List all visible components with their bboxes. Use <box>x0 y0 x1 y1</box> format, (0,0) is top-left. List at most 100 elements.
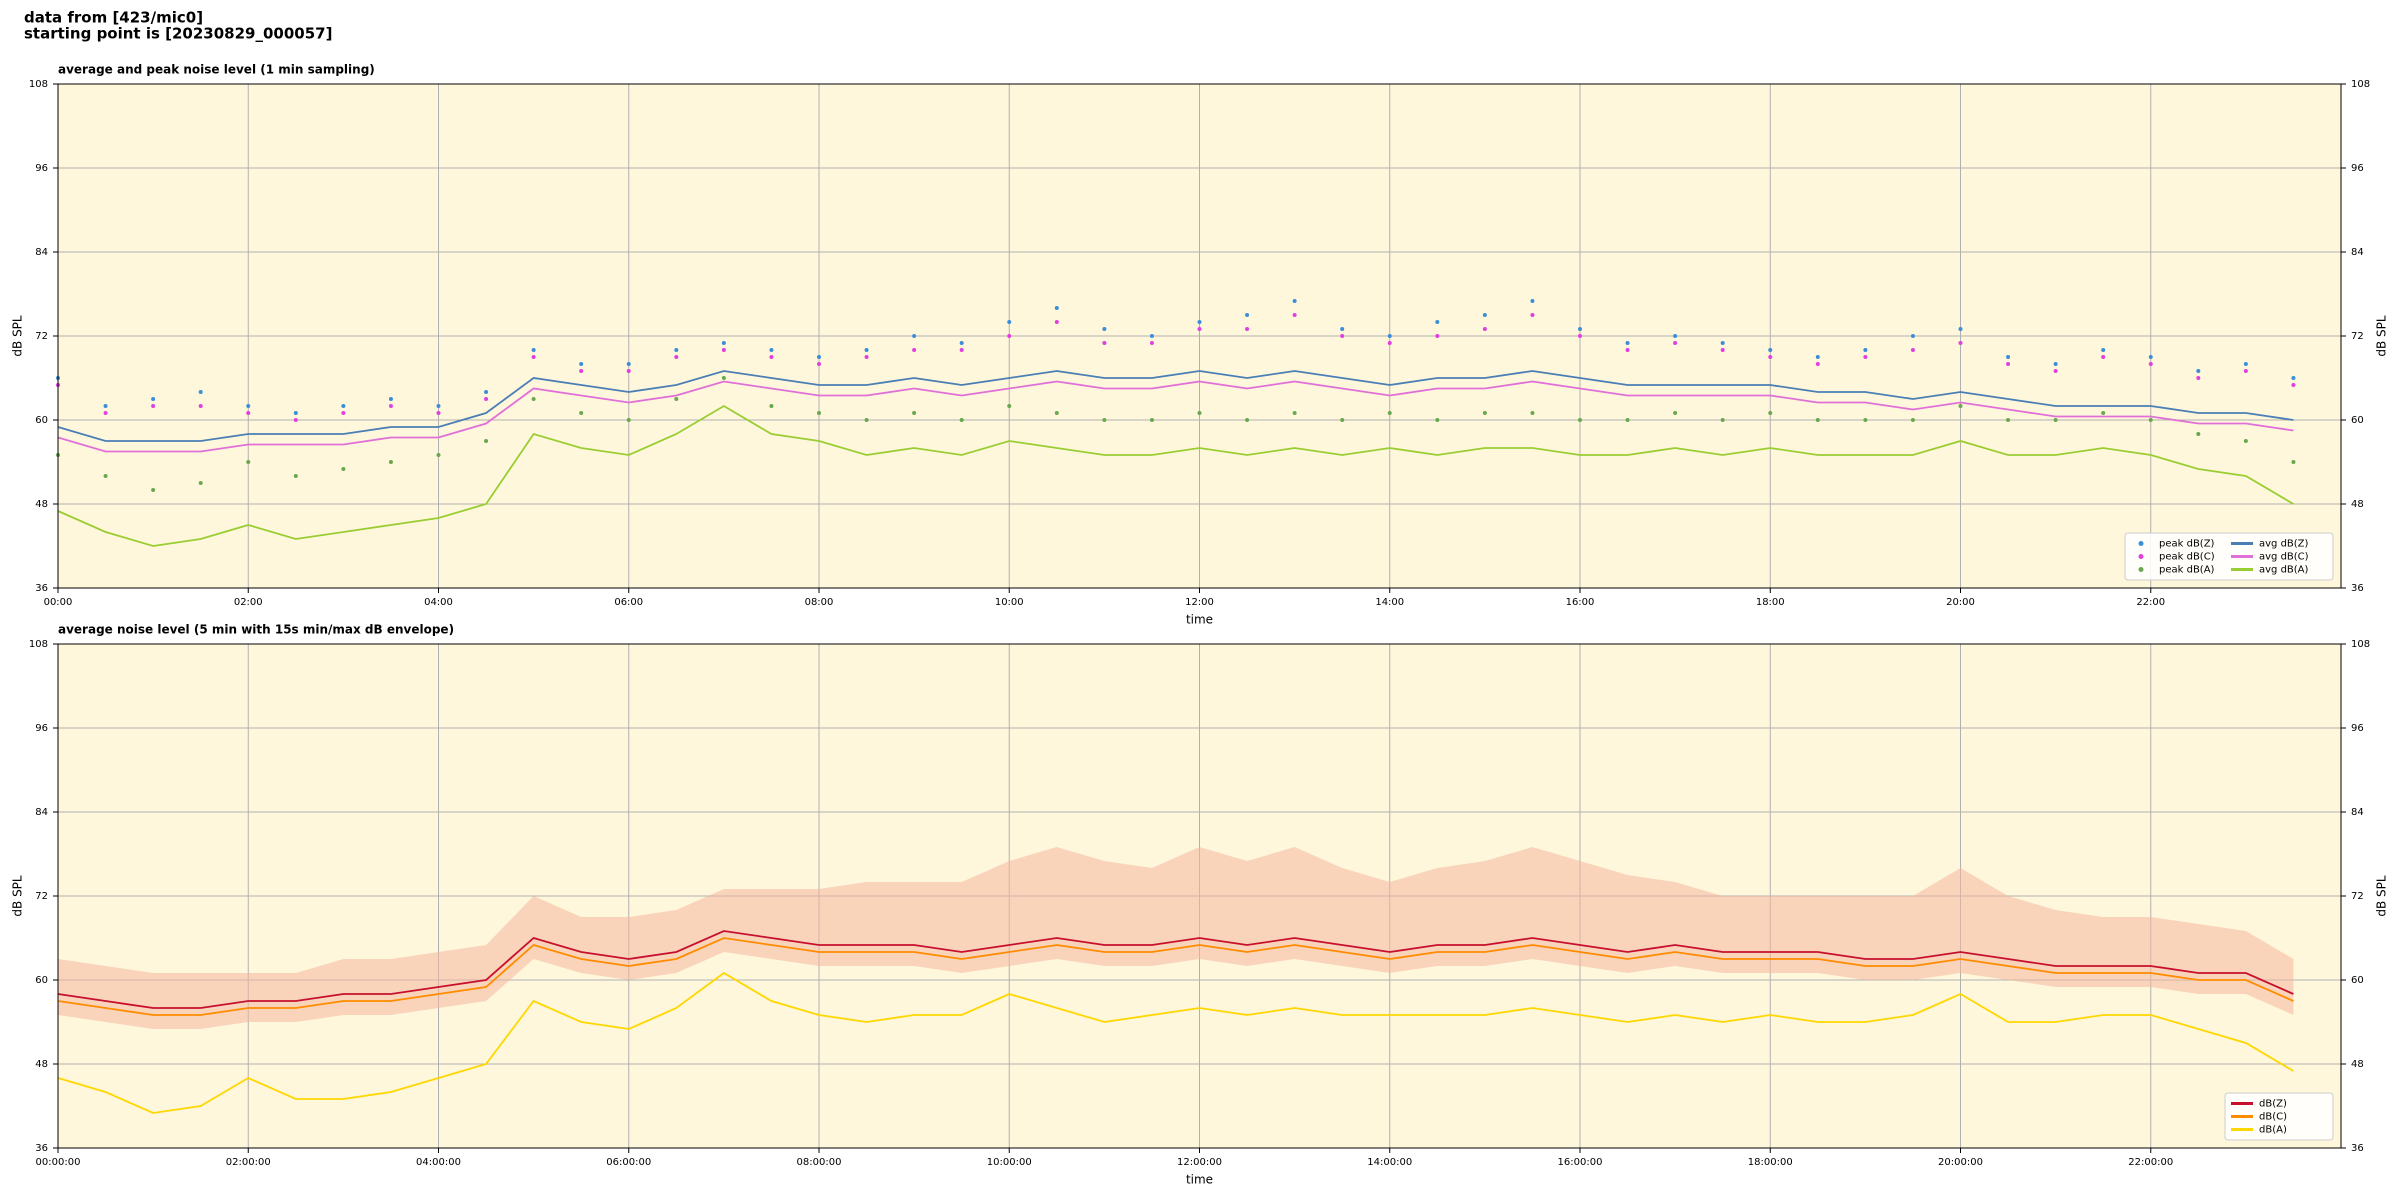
peak-point <box>1958 404 1963 408</box>
y-tick-label: 72 <box>35 891 48 902</box>
chart-title: average and peak noise level (1 min samp… <box>58 63 375 77</box>
peak-point <box>341 411 346 415</box>
peak-point <box>293 411 298 415</box>
x-tick-label: 18:00 <box>1756 597 1785 608</box>
peak-point <box>2243 362 2248 366</box>
peak-point <box>1054 320 1059 324</box>
peak-point <box>103 404 108 408</box>
y-tick-label: 108 <box>2351 639 2370 650</box>
series-line <box>57 937 2294 1016</box>
peak-point <box>959 348 964 352</box>
peak-point <box>1720 418 1725 422</box>
peak-point <box>1625 348 1630 352</box>
peak-point <box>912 348 917 352</box>
peak-point <box>246 404 251 408</box>
x-tick-label: 12:00 <box>1185 597 1214 608</box>
x-tick-label: 22:00:00 <box>2128 1157 2173 1168</box>
peak-point <box>2053 418 2058 422</box>
peak-point <box>1910 334 1915 338</box>
y-tick-label: 60 <box>35 415 48 426</box>
peak-point <box>1435 320 1440 324</box>
peak-point <box>2148 362 2153 366</box>
peak-point <box>1673 334 1678 338</box>
y-axis-label: dB SPL <box>11 315 25 357</box>
series-line <box>57 930 2294 1009</box>
peak-point <box>293 474 298 478</box>
y-tick-label: 72 <box>35 331 48 342</box>
y-tick-label: 60 <box>2351 975 2364 986</box>
x-tick-label: 00:00:00 <box>36 1157 81 1168</box>
peak-point <box>1340 418 1345 422</box>
peak-point <box>1149 334 1154 338</box>
peak-point <box>198 404 203 408</box>
legend-box <box>2124 532 2334 581</box>
peak-point <box>103 411 108 415</box>
peak-point <box>198 390 203 394</box>
peak-point <box>388 397 393 401</box>
peak-point <box>151 404 156 408</box>
peak-point <box>2243 439 2248 443</box>
peak-point <box>769 355 774 359</box>
peak-point <box>2053 369 2058 373</box>
peak-point <box>1007 334 1012 338</box>
y-tick-label: 48 <box>35 1059 48 1070</box>
peak-point <box>1863 418 1868 422</box>
peak-point <box>1578 334 1582 338</box>
peak-point <box>1625 418 1630 422</box>
peak-point <box>1435 334 1440 338</box>
peak-point <box>531 397 536 401</box>
y-tick-label: 108 <box>29 639 48 650</box>
peak-point <box>484 390 489 394</box>
peak-point <box>1768 355 1773 359</box>
peak-point <box>2006 418 2011 422</box>
y-tick-label: 60 <box>35 975 48 986</box>
peak-point <box>769 348 774 352</box>
peak-point <box>626 362 631 366</box>
x-tick-label: 22:00 <box>2136 597 2165 608</box>
legend-label: peak dB(Z) <box>2159 539 2215 550</box>
peak-point <box>1149 418 1154 422</box>
peak-point <box>1530 411 1535 415</box>
peak-point <box>912 334 917 338</box>
peak-point <box>531 348 536 352</box>
peak-point <box>1054 306 1059 310</box>
x-tick-label: 14:00 <box>1375 597 1404 608</box>
y-tick-label: 96 <box>2351 163 2364 174</box>
peak-point <box>1292 411 1297 415</box>
peak-point <box>1007 320 1012 324</box>
peak-point <box>2101 411 2106 415</box>
peak-point <box>1815 355 1820 359</box>
peak-point <box>151 488 156 492</box>
peak-point <box>1245 418 1250 422</box>
y-axis-label: dB SPL <box>2375 875 2389 917</box>
peak-point <box>1673 411 1678 415</box>
peak-point <box>2291 460 2296 464</box>
peak-point <box>2006 362 2011 366</box>
peak-point <box>436 404 441 408</box>
legend-label: peak dB(A) <box>2159 565 2215 576</box>
peak-point <box>1530 299 1535 303</box>
x-tick-label: 04:00:00 <box>416 1157 461 1168</box>
peak-point <box>1435 418 1440 422</box>
peak-point <box>1292 313 1297 317</box>
peak-point <box>2053 362 2058 366</box>
peak-point <box>484 397 489 401</box>
axes-frame <box>57 83 2342 589</box>
legend-label: dB(A) <box>2259 1125 2287 1136</box>
peak-point <box>1102 327 1107 331</box>
peak-point <box>579 369 584 373</box>
x-axis-label: time <box>1186 1173 1213 1187</box>
peak-point <box>864 418 869 422</box>
peak-point <box>1863 348 1868 352</box>
y-tick-label: 36 <box>35 583 48 594</box>
peak-point <box>198 481 203 485</box>
peak-point <box>721 348 726 352</box>
peak-point <box>2291 376 2296 380</box>
y-axis-label: dB SPL <box>11 875 25 917</box>
peak-point <box>769 404 774 408</box>
x-tick-label: 10:00:00 <box>987 1157 1032 1168</box>
peak-point <box>1578 418 1582 422</box>
peak-point <box>1387 341 1392 345</box>
legend-label: dB(Z) <box>2259 1099 2287 1110</box>
x-tick-label: 16:00:00 <box>1558 1157 1603 1168</box>
